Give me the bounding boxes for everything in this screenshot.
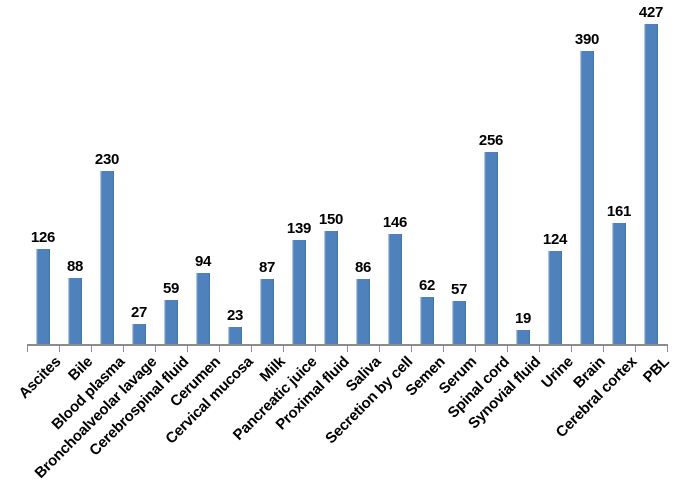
bar-value-label: 390 (574, 31, 600, 48)
bar (196, 273, 210, 344)
bar-value-label: 27 (130, 304, 148, 321)
bar (420, 297, 434, 344)
bar (164, 300, 178, 344)
x-axis-tick (635, 346, 636, 352)
x-axis-tick (219, 346, 220, 352)
bar-value-label: 86 (354, 259, 372, 276)
bar-value-label: 59 (162, 280, 180, 297)
x-axis-tick (27, 346, 28, 352)
bar-value-label: 88 (66, 258, 84, 275)
bar (516, 330, 530, 344)
x-axis-tick (283, 346, 284, 352)
x-axis-tick (603, 346, 604, 352)
bar-value-label: 57 (450, 281, 468, 298)
bar-value-label: 19 (514, 310, 532, 327)
bar-value-label: 150 (318, 211, 344, 228)
x-axis-tick (571, 346, 572, 352)
x-axis-tick (667, 346, 668, 352)
bar (260, 279, 274, 344)
x-axis-tick (91, 346, 92, 352)
bar (452, 301, 466, 344)
bar-value-label: 124 (542, 231, 568, 248)
x-axis-tick (379, 346, 380, 352)
x-axis-tick (123, 346, 124, 352)
bar-value-label: 146 (382, 214, 408, 231)
bar-value-label: 87 (258, 259, 276, 276)
bar (36, 249, 50, 344)
bar (68, 278, 82, 344)
bar-value-label: 139 (286, 220, 312, 237)
x-axis-tick (347, 346, 348, 352)
x-axis-tick (251, 346, 252, 352)
bar (228, 327, 242, 344)
bar (100, 171, 114, 344)
x-axis-tick (315, 346, 316, 352)
x-axis-tick (187, 346, 188, 352)
bar-value-label: 62 (418, 277, 436, 294)
bar (292, 240, 306, 344)
bar-value-label: 94 (194, 253, 212, 270)
bar-value-label: 256 (478, 132, 504, 149)
x-axis-tick (155, 346, 156, 352)
bar (132, 324, 146, 344)
bar (356, 279, 370, 344)
bar (580, 51, 594, 344)
x-axis-tick (475, 346, 476, 352)
x-axis-tick (411, 346, 412, 352)
x-axis-tick (507, 346, 508, 352)
bar-value-label: 126 (30, 229, 56, 246)
bar-value-label: 23 (226, 307, 244, 324)
bar-value-label: 161 (606, 203, 632, 220)
bar-value-label: 427 (638, 4, 664, 21)
bar (324, 231, 338, 344)
bar (644, 24, 658, 344)
x-axis-line (27, 344, 668, 346)
bar (548, 251, 562, 344)
x-axis-tick (59, 346, 60, 352)
bar-value-label: 230 (94, 151, 120, 168)
x-axis-tick (539, 346, 540, 352)
bar (484, 152, 498, 344)
x-axis-tick (443, 346, 444, 352)
bar (388, 234, 402, 344)
bar (612, 223, 626, 344)
